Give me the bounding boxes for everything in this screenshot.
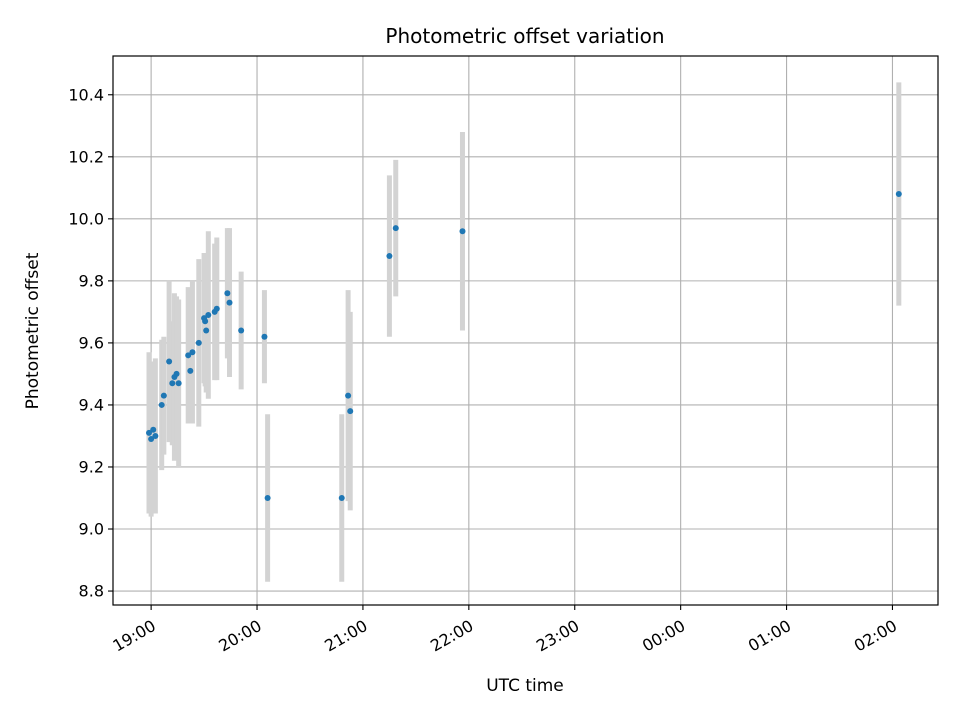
x-axis-label: UTC time — [486, 676, 564, 696]
y-tick-label: 9.6 — [79, 333, 104, 352]
data-point — [895, 191, 902, 198]
data-point — [213, 305, 220, 312]
data-point — [392, 225, 399, 232]
data-point — [347, 408, 354, 415]
y-tick-label: 10.2 — [68, 147, 104, 166]
data-point — [238, 327, 245, 334]
data-point — [459, 228, 466, 235]
data-point — [338, 494, 345, 501]
data-point — [175, 380, 182, 387]
data-point — [386, 253, 393, 260]
data-point — [148, 436, 155, 443]
y-tick-label: 10.0 — [68, 209, 104, 228]
data-point — [150, 426, 157, 433]
data-point — [158, 401, 165, 408]
y-axis-label: Photometric offset — [23, 252, 43, 409]
chart-title: Photometric offset variation — [385, 24, 664, 48]
data-point — [187, 367, 194, 374]
data-point — [185, 352, 192, 359]
data-point — [189, 349, 196, 356]
y-tick-label: 9.2 — [79, 457, 104, 476]
data-points — [146, 191, 902, 501]
data-point — [345, 392, 352, 399]
y-tick-label: 9.0 — [79, 520, 104, 539]
data-point — [224, 290, 231, 297]
y-tick-label: 8.8 — [79, 582, 104, 601]
data-point — [226, 299, 233, 306]
grid — [113, 56, 938, 605]
y-tick-label: 10.4 — [68, 85, 104, 104]
data-point — [205, 311, 212, 318]
y-axis-ticks: 8.8 9.0 9.2 9.4 9.6 9.8 10.0 10.2 10.4 — [68, 85, 113, 601]
data-point — [202, 318, 209, 325]
data-point — [146, 429, 153, 436]
data-point — [203, 327, 210, 334]
data-point — [166, 358, 173, 365]
y-tick-label: 9.8 — [79, 271, 104, 290]
data-point — [152, 432, 159, 439]
data-point — [195, 339, 202, 346]
data-point — [173, 370, 180, 377]
plot-area-frame — [112, 55, 939, 606]
data-point — [169, 380, 176, 387]
data-point — [261, 333, 268, 340]
data-point — [160, 392, 167, 399]
y-tick-label: 9.4 — [79, 395, 104, 414]
data-point — [264, 494, 271, 501]
